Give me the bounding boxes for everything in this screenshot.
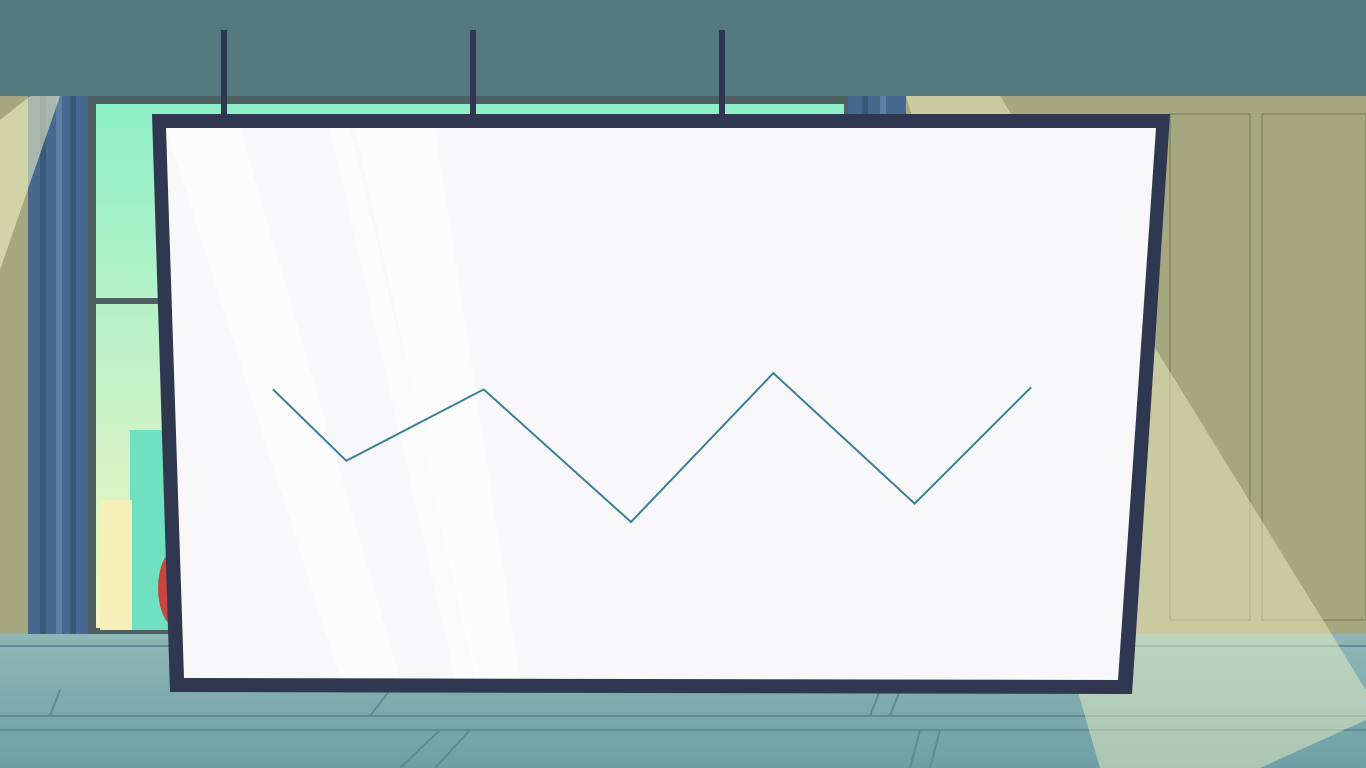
light-beam-left (0, 96, 60, 270)
hanger-rod (470, 30, 476, 118)
hanger-rod (221, 30, 227, 118)
ceiling (0, 0, 1366, 96)
distant-building (100, 500, 132, 630)
screen-glare (355, 128, 520, 678)
chart-points (272, 372, 1032, 523)
projection-screen (152, 114, 1170, 694)
hanger-rod (719, 30, 725, 118)
left-curtain (28, 96, 88, 636)
wall-panel (1261, 113, 1366, 621)
screen-glare (330, 128, 480, 678)
wall-panel (1169, 113, 1251, 621)
screen-glare (166, 128, 400, 678)
